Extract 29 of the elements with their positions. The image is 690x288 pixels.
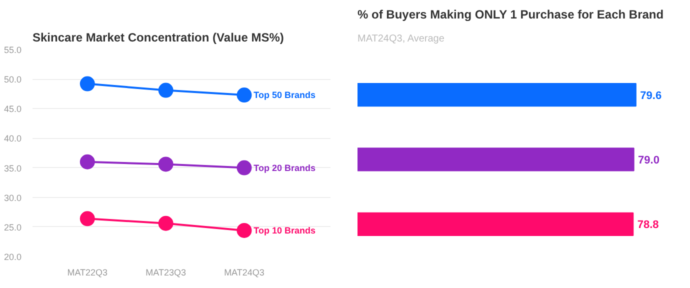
y-tick-label: 25.0	[4, 222, 22, 232]
point	[80, 76, 95, 92]
chart-title: % of Buyers Making ONLY 1 Purchase for Each Brand	[358, 8, 664, 22]
y-tick-label: 20.0	[4, 252, 22, 262]
point	[236, 88, 252, 103]
y-tick-label: 45.0	[4, 104, 22, 114]
data-label: 78.8	[637, 219, 659, 232]
y-tick-label: 40.0	[4, 134, 22, 144]
series-label: Top 50 Brands	[254, 90, 316, 100]
series-label: Top 20 Brands	[254, 162, 316, 173]
y-tick-label: 35.0	[4, 163, 22, 174]
chart-title: Skincare Market Concentration (Value MS%)	[32, 30, 284, 44]
y-tick-label: 30.0	[4, 192, 22, 203]
data-label: 79.0	[638, 154, 660, 166]
point	[236, 222, 252, 238]
point	[236, 160, 252, 176]
chart-subtitle: MAT24Q3, Average	[358, 34, 445, 44]
point	[158, 82, 174, 98]
y-tick-label: 50.0	[4, 74, 22, 85]
x-tick-label: MAT24Q3	[224, 268, 264, 278]
point	[80, 154, 95, 170]
point	[80, 211, 95, 226]
x-tick-label: MAT23Q3	[146, 268, 186, 278]
x-tick-label: MAT22Q3	[67, 268, 108, 278]
y-tick-label: 55.0	[4, 45, 22, 55]
point	[158, 156, 174, 172]
point	[158, 216, 174, 231]
data-label: 79.6	[640, 90, 662, 102]
series-label: Top 10 Brands	[254, 225, 316, 236]
